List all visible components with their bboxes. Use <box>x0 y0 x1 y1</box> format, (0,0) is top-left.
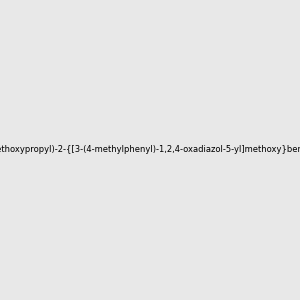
Text: N-(3-methoxypropyl)-2-{[3-(4-methylphenyl)-1,2,4-oxadiazol-5-yl]methoxy}benzamid: N-(3-methoxypropyl)-2-{[3-(4-methylpheny… <box>0 146 300 154</box>
